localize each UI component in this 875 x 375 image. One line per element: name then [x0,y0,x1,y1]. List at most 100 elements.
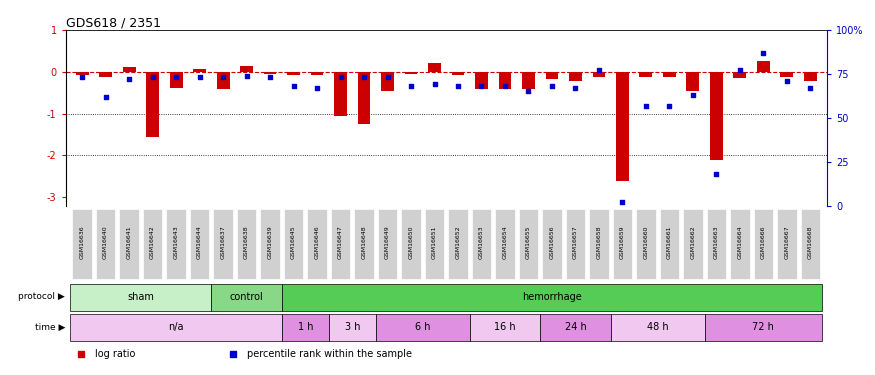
Text: GSM16656: GSM16656 [550,226,555,259]
FancyBboxPatch shape [166,209,186,279]
Text: GSM16637: GSM16637 [220,226,226,260]
Point [381,74,395,80]
Point [733,68,747,74]
Bar [499,72,512,89]
Text: GSM16664: GSM16664 [738,226,743,259]
Text: time ▶: time ▶ [35,322,65,332]
FancyBboxPatch shape [777,209,796,279]
Point [498,83,512,89]
Point [75,74,89,80]
Text: 48 h: 48 h [647,322,668,332]
Text: GSM16639: GSM16639 [268,226,272,260]
FancyBboxPatch shape [284,209,303,279]
Point [615,199,629,205]
Text: GSM16640: GSM16640 [103,226,108,259]
Text: GSM16662: GSM16662 [690,226,696,259]
Text: n/a: n/a [168,322,184,332]
Bar [240,66,253,72]
Text: GSM16660: GSM16660 [643,226,648,259]
Bar [780,72,794,77]
Text: GDS618 / 2351: GDS618 / 2351 [66,17,161,30]
Point [474,83,488,89]
Point [710,171,724,177]
Text: GSM16642: GSM16642 [150,226,155,260]
FancyBboxPatch shape [190,209,209,279]
Text: GSM16661: GSM16661 [667,226,672,259]
FancyBboxPatch shape [612,209,632,279]
Point [216,74,230,80]
Text: GSM16636: GSM16636 [80,226,85,259]
Point [263,74,277,80]
Text: control: control [229,292,263,302]
Bar [99,72,112,77]
FancyBboxPatch shape [472,209,491,279]
Bar [404,72,417,74]
Bar [592,72,605,77]
FancyBboxPatch shape [448,209,467,279]
Bar [804,72,817,81]
Bar [569,72,582,81]
Point [99,94,113,100]
Text: protocol ▶: protocol ▶ [18,292,65,302]
Bar [123,67,136,72]
Bar [687,72,699,91]
FancyBboxPatch shape [375,314,470,341]
Point [310,85,324,91]
Point [169,74,183,80]
FancyBboxPatch shape [378,209,397,279]
Point [780,78,794,84]
Text: log ratio: log ratio [94,349,135,359]
FancyBboxPatch shape [119,209,139,279]
Text: GSM16643: GSM16643 [173,226,178,260]
Point [192,74,206,80]
FancyBboxPatch shape [329,314,375,341]
Text: 1 h: 1 h [298,322,313,332]
Bar [663,72,676,77]
FancyBboxPatch shape [307,209,326,279]
Point [333,74,347,80]
Point [404,83,418,89]
Bar [640,72,653,77]
Text: hemorrhage: hemorrhage [522,292,582,302]
Text: 6 h: 6 h [415,322,430,332]
FancyBboxPatch shape [495,209,514,279]
Point [756,50,771,56]
FancyBboxPatch shape [707,209,726,279]
Bar [358,72,370,124]
FancyBboxPatch shape [143,209,162,279]
Text: GSM16653: GSM16653 [479,226,484,259]
Point [451,83,465,89]
Text: GSM16644: GSM16644 [197,226,202,260]
Bar [545,72,558,80]
Text: GSM16652: GSM16652 [456,226,460,259]
Point [123,76,136,82]
Point [639,102,653,108]
Text: GSM16649: GSM16649 [385,226,390,260]
Bar [616,72,629,180]
Point [545,83,559,89]
FancyBboxPatch shape [331,209,350,279]
Point [240,73,254,79]
FancyBboxPatch shape [566,209,585,279]
FancyBboxPatch shape [704,314,822,341]
Point [145,74,159,80]
FancyBboxPatch shape [211,284,282,311]
FancyBboxPatch shape [282,284,822,311]
Text: GSM16655: GSM16655 [526,226,531,259]
Text: GSM16638: GSM16638 [244,226,249,259]
Point [662,102,676,108]
FancyBboxPatch shape [683,209,703,279]
Bar [452,72,465,75]
FancyBboxPatch shape [753,209,774,279]
Point [569,85,583,91]
FancyBboxPatch shape [542,209,562,279]
FancyBboxPatch shape [237,209,256,279]
Bar [311,72,324,75]
FancyBboxPatch shape [70,314,282,341]
FancyBboxPatch shape [636,209,655,279]
Point [592,68,606,74]
FancyBboxPatch shape [261,209,280,279]
Point [357,74,371,80]
FancyBboxPatch shape [801,209,820,279]
FancyBboxPatch shape [470,314,540,341]
